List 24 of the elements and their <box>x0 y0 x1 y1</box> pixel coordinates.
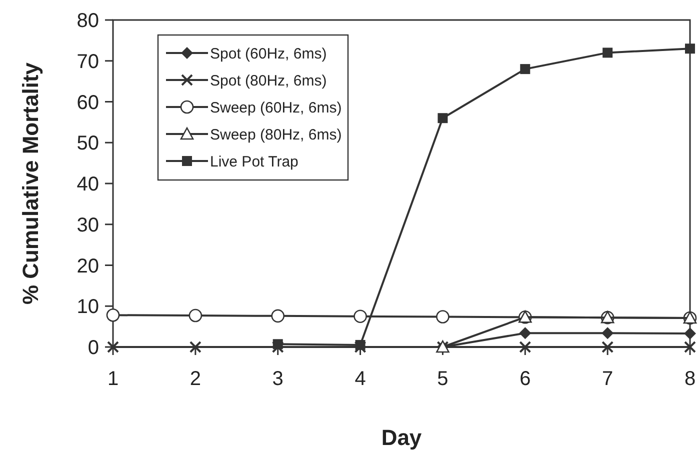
y-tick-label: 50 <box>76 132 99 155</box>
y-tick-label: 30 <box>76 214 99 236</box>
x-tick-label: 7 <box>602 368 614 390</box>
legend-label: Spot (60Hz, 6ms) <box>210 45 327 62</box>
x-axis-title: Day <box>381 425 422 450</box>
x-tick-label: 4 <box>354 368 366 390</box>
y-tick-label: 40 <box>76 174 99 196</box>
legend-label: Live Pot Trap <box>210 153 298 170</box>
y-tick-label: 60 <box>76 92 99 114</box>
x-tick-label: 6 <box>520 368 531 390</box>
y-tick-label: 10 <box>76 296 99 318</box>
x-tick-label: 5 <box>437 368 448 390</box>
x-tick-label: 2 <box>190 368 201 390</box>
legend-label: Sweep (80Hz, 6ms) <box>210 126 342 144</box>
y-axis-title: % Cumulative Mortality <box>18 62 43 305</box>
y-tick-label: 20 <box>76 255 99 278</box>
x-tick-label: 8 <box>684 368 696 390</box>
x-tick-label: 3 <box>272 368 284 390</box>
legend-label: Sweep (60Hz, 6ms) <box>210 99 342 116</box>
y-tick-label: 70 <box>76 50 99 73</box>
y-tick-label: 80 <box>76 10 99 32</box>
legend-label: Spot (80Hz, 6ms) <box>210 72 327 90</box>
y-tick-label: 0 <box>88 337 99 359</box>
x-tick-label: 1 <box>107 368 119 390</box>
